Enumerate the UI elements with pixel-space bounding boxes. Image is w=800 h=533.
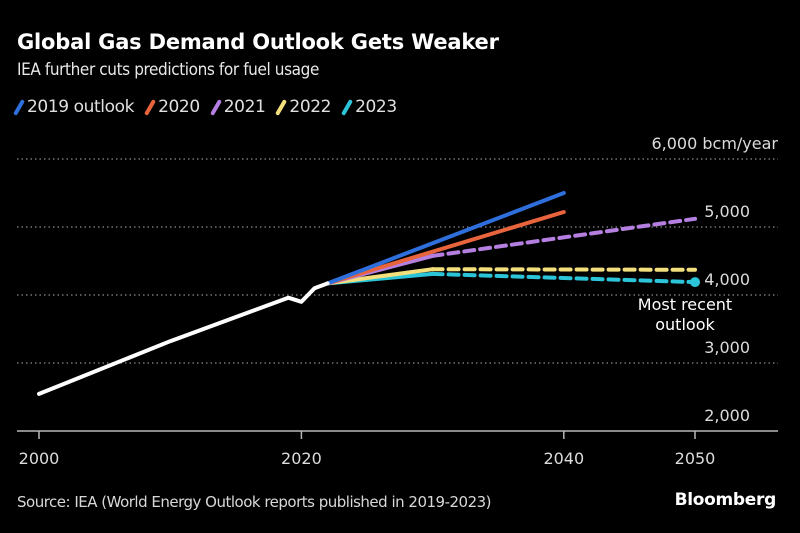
- y-tick-label: 4,000: [704, 270, 750, 289]
- legend-label: 2022: [289, 97, 332, 117]
- legend-item-2020: 2020: [144, 97, 200, 117]
- y-tick-label: 5,000: [704, 202, 750, 221]
- brand-logo: Bloomberg: [674, 490, 777, 510]
- series-line-dashed-2023: [430, 271, 697, 285]
- series-line-dashed-2022: [430, 267, 697, 272]
- annotation-line: Most recent: [638, 295, 732, 314]
- y-tick-label: 2,000: [704, 406, 750, 425]
- legend-item-2019: 2019 outlook: [13, 97, 135, 117]
- legend: 2019 outlook 2020 2021 2022 2023: [13, 97, 397, 117]
- legend-label: 2019 outlook: [27, 97, 135, 117]
- x-tick-label: 2040: [543, 449, 584, 468]
- history-line: [37, 281, 330, 396]
- source-note: Source: IEA (World Energy Outlook report…: [17, 493, 492, 511]
- y-tick-label: 6,000 bcm/year: [651, 134, 778, 153]
- legend-item-2022: 2022: [275, 97, 332, 117]
- series-line-2022: [325, 267, 435, 286]
- annotation-most-recent: Most recent outlook: [638, 295, 732, 334]
- series-line-dashed-2021: [430, 216, 697, 258]
- chart-subtitle: IEA further cuts predictions for fuel us…: [17, 60, 319, 80]
- legend-label: 2021: [223, 97, 266, 117]
- x-tick-label: 2020: [281, 449, 322, 468]
- legend-item-2021: 2021: [209, 97, 266, 117]
- x-tick-label: 2050: [675, 449, 716, 468]
- legend-label: 2020: [158, 97, 200, 117]
- legend-label: 2023: [355, 97, 397, 117]
- series-line-2019-outlook: [325, 191, 566, 286]
- series-end-marker: [690, 277, 700, 288]
- annotation-line: outlook: [655, 315, 715, 334]
- chart-title: Global Gas Demand Outlook Gets Weaker: [17, 30, 499, 54]
- y-tick-label: 3,000: [704, 338, 750, 357]
- series-line-2020: [325, 210, 566, 286]
- x-tick-label: 2000: [19, 449, 60, 468]
- legend-item-2023: 2023: [341, 97, 397, 117]
